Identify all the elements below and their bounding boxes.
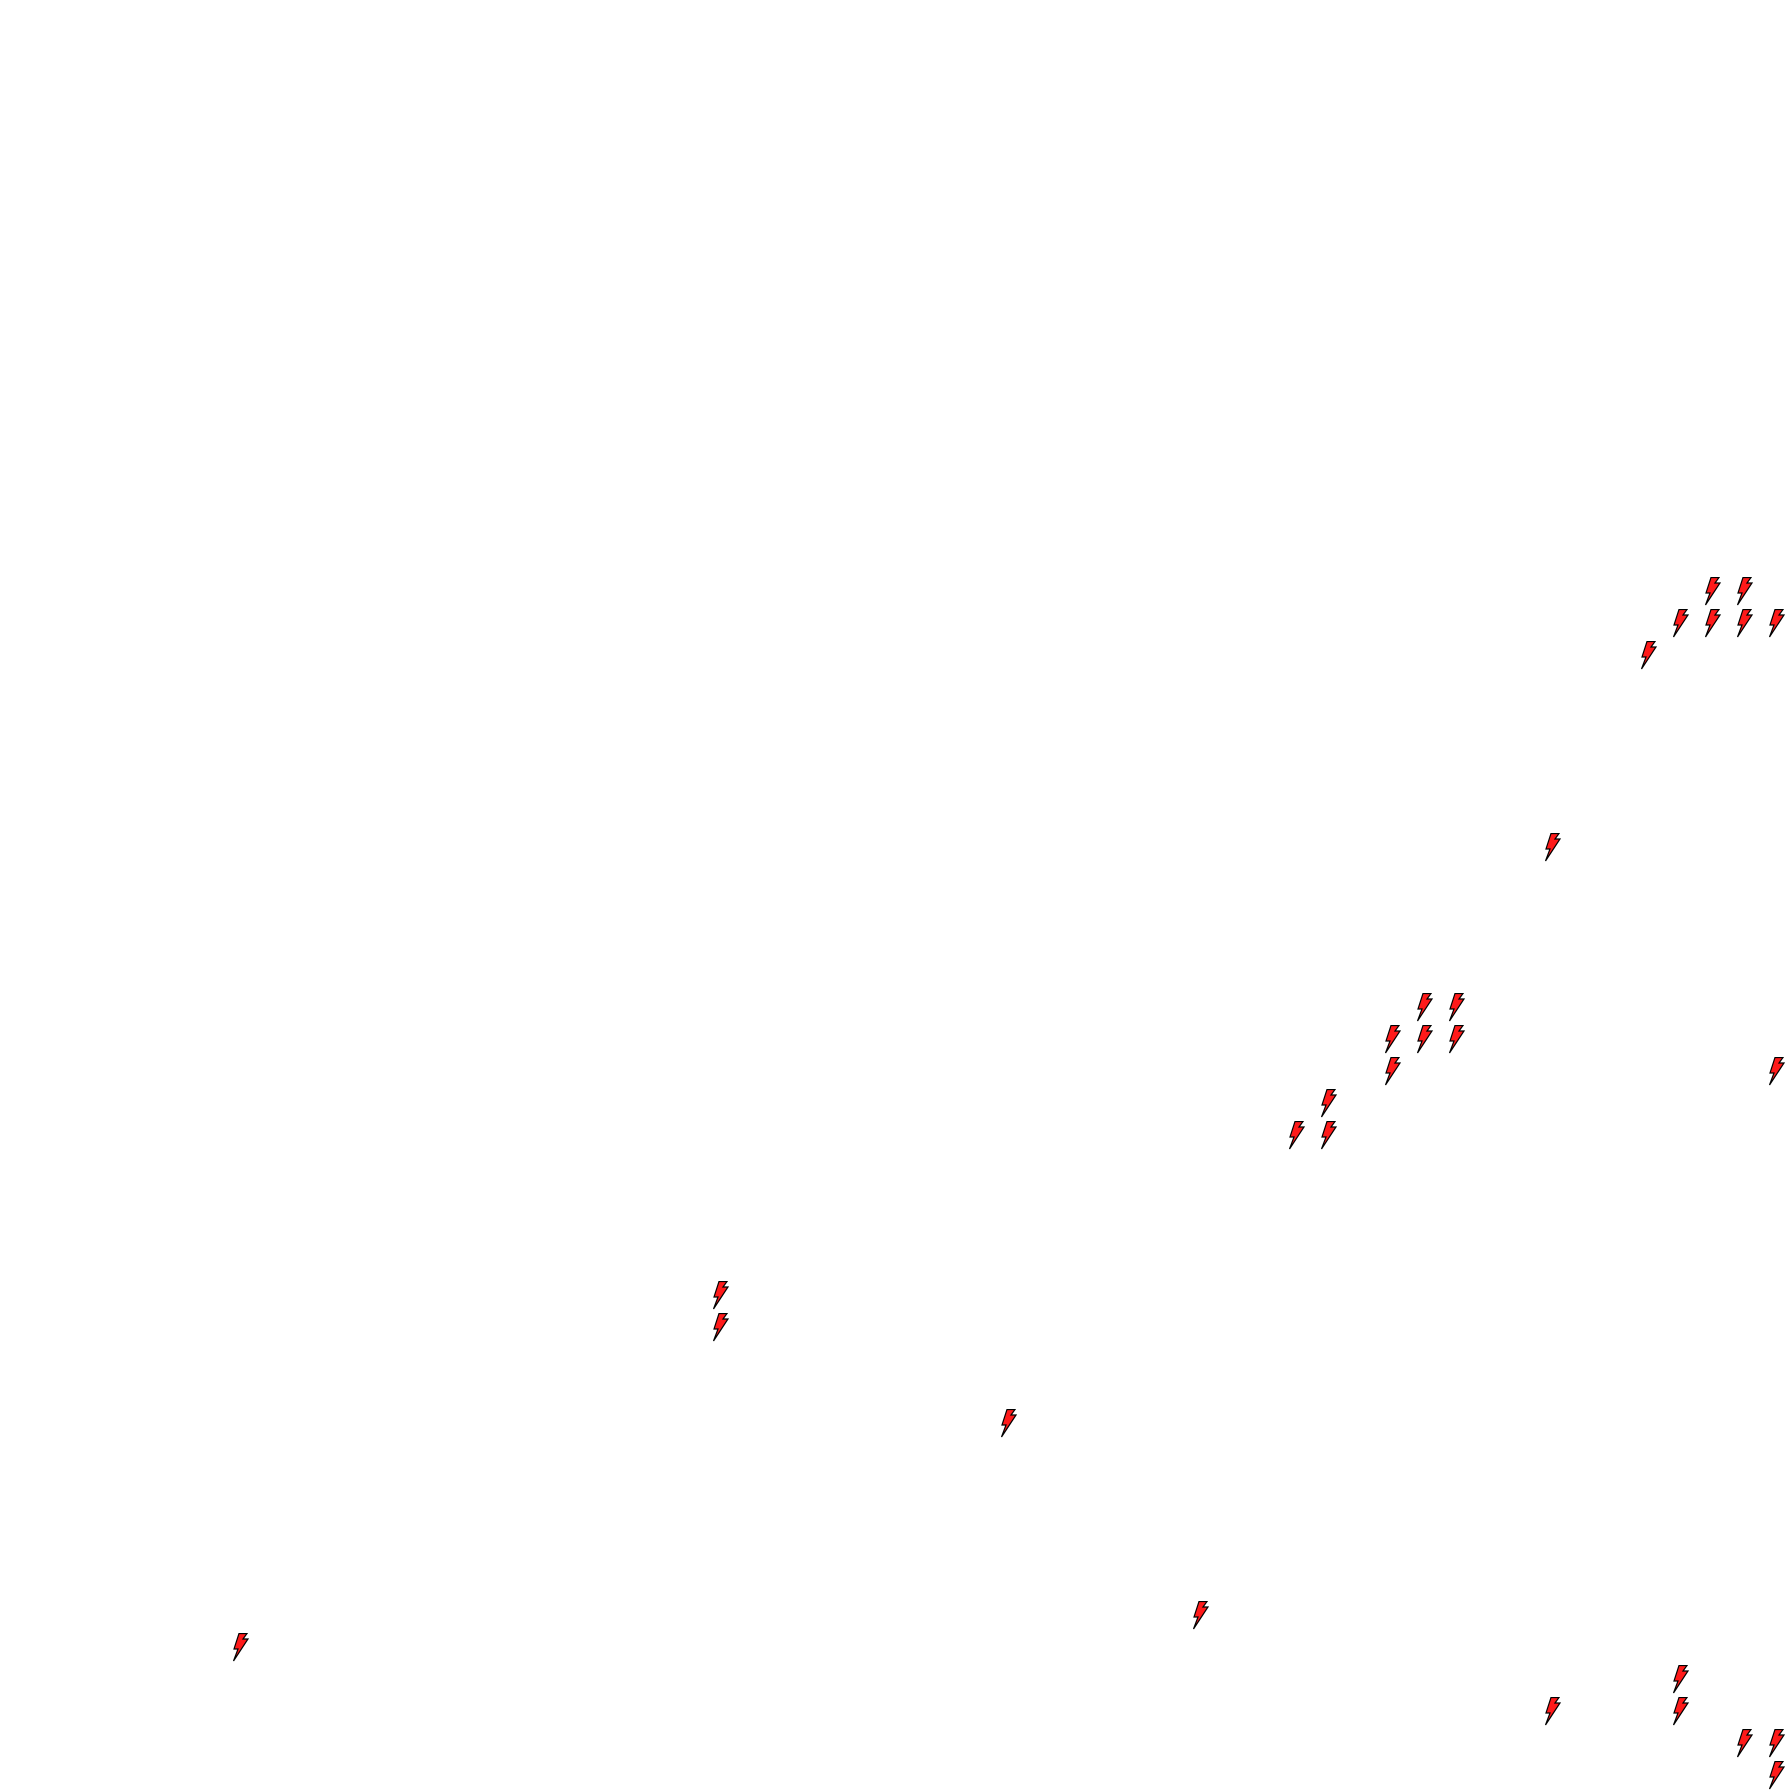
lightning-bolt-icon	[1416, 993, 1434, 1022]
lightning-bolt-icon	[232, 1633, 250, 1662]
lightning-bolt-icon	[1768, 1057, 1786, 1086]
lightning-bolt-icon	[1544, 833, 1562, 862]
lightning-bolt-icon	[1000, 1409, 1018, 1438]
lightning-bolt-icon	[1448, 1025, 1466, 1054]
lightning-bolt-icon	[1288, 1121, 1306, 1150]
lightning-bolt-icon	[1672, 1665, 1690, 1694]
lightning-bolt-icon	[712, 1281, 730, 1310]
lightning-bolt-icon	[1448, 993, 1466, 1022]
lightning-bolt-icon	[1320, 1089, 1338, 1118]
lightning-bolt-icon	[1640, 641, 1658, 670]
lightning-bolt-icon	[1736, 1729, 1754, 1758]
lightning-bolt-icon	[1192, 1601, 1210, 1630]
lightning-bolt-icon	[1384, 1057, 1402, 1086]
lightning-bolt-icon	[1768, 609, 1786, 638]
lightning-bolt-icon	[1416, 1025, 1434, 1054]
lightning-bolt-icon	[1672, 609, 1690, 638]
lightning-bolt-icon	[1544, 1697, 1562, 1726]
lightning-bolt-icon	[1704, 609, 1722, 638]
lightning-bolt-icon	[1768, 1729, 1786, 1758]
lightning-bolt-icon	[1736, 609, 1754, 638]
lightning-bolt-icon	[1736, 577, 1754, 606]
lightning-bolt-icon	[1384, 1025, 1402, 1054]
lightning-bolt-icon	[1768, 1761, 1786, 1790]
lightning-bolt-icon	[712, 1313, 730, 1342]
lightning-bolt-icon	[1672, 1697, 1690, 1726]
lightning-bolt-icon	[1704, 577, 1722, 606]
lightning-bolt-icon	[1320, 1121, 1338, 1150]
